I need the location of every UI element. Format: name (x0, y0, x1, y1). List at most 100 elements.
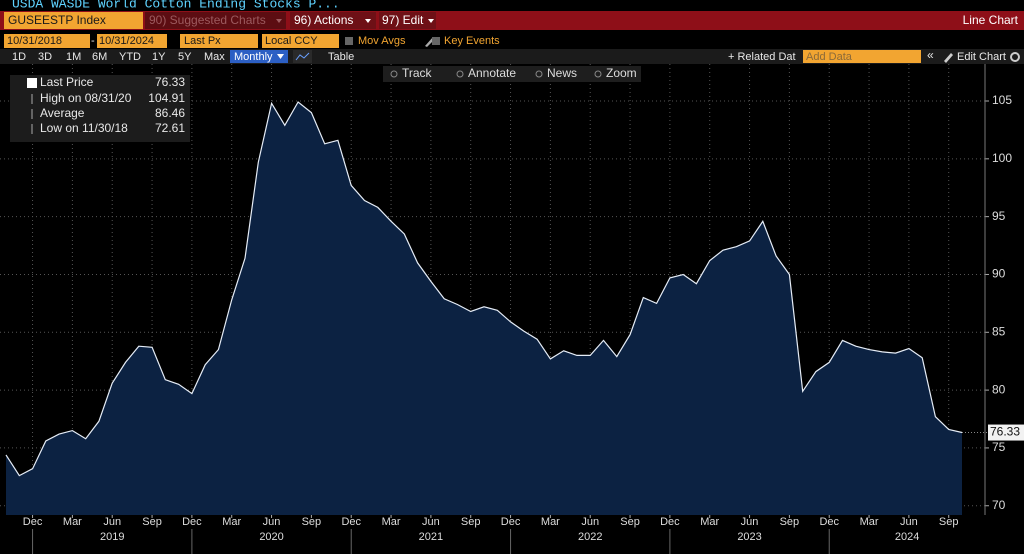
dropdown-arrow (276, 19, 282, 23)
edit-button[interactable] (379, 12, 436, 29)
x-tick-label: Mar (860, 516, 879, 528)
x-tick-label: Dec (501, 516, 521, 528)
tool-icon (390, 70, 398, 78)
year-label: 2022 (578, 531, 602, 543)
frequency: Monthly (234, 51, 273, 63)
period-button[interactable]: 5Y (178, 51, 192, 63)
x-tick-label: Sep (620, 516, 640, 528)
dropdown-arrow (277, 54, 284, 59)
period-button[interactable]: 3D (38, 51, 52, 63)
y-tick-label: 100 (992, 151, 1012, 165)
period-button[interactable]: 6M (92, 51, 107, 63)
y-tick-label: 75 (992, 440, 1006, 454)
start-date-box[interactable] (4, 34, 90, 48)
checkbox[interactable] (345, 37, 353, 45)
add-data-box[interactable] (803, 50, 921, 63)
x-tick-label: Mar (382, 516, 401, 528)
legend: Last Price 76.33 High on 08/31/20 104.91 Ave… (27, 75, 185, 135)
period-buttons: 1D 3D 1M 6M YTD 1Y 5Y Max (12, 51, 225, 63)
legend-label: High on 08/31/20 (40, 91, 132, 105)
period-button[interactable]: Max (204, 51, 225, 63)
year-label: 2020 (259, 531, 283, 543)
x-tick-label: Dec (819, 516, 839, 528)
mov-avgs: Mov Avgs (358, 35, 406, 47)
chart-type: Line Chart (963, 13, 1019, 27)
end-date: 10/31/2024 (99, 35, 154, 47)
x-axis: Dec Mar Jun Sep Dec Mar Jun Sep Dec Mar Jun Sep Dec M… (0, 515, 1024, 554)
x-tick-label: Dec (341, 516, 361, 528)
collapse-icon[interactable]: « (927, 48, 934, 62)
y-tick-label: 95 (992, 209, 1006, 223)
end-date-box[interactable] (97, 34, 167, 48)
x-tick-label: Mar (222, 516, 241, 528)
x-tick-label: Jun (103, 516, 121, 528)
x-tick-label: Sep (142, 516, 162, 528)
period-button[interactable]: 1D (12, 51, 26, 63)
dropdown-arrow (428, 19, 434, 23)
legend-label: Last Price (40, 75, 94, 89)
last-price-label: 76.33 (990, 425, 1020, 439)
table-button[interactable]: Table (328, 51, 354, 63)
line (5, 101, 963, 477)
tool-button[interactable]: Track (402, 66, 433, 80)
settings-icon[interactable] (1010, 52, 1020, 62)
related-data[interactable]: + Related Dat (728, 51, 796, 63)
y-tick-label: 90 (992, 267, 1006, 281)
plot-area: 70 75 80 85 90 95 100 105 76.33 (0, 64, 1024, 515)
x-tick-label: Dec (182, 516, 202, 528)
field-box[interactable] (180, 34, 258, 48)
start-date: 10/31/2018 (7, 35, 62, 47)
tool-icon (535, 70, 543, 78)
pencil-icon (944, 53, 953, 63)
chart-tools (383, 66, 641, 82)
last-price-tag (988, 424, 1024, 441)
y-tick-label: 70 (992, 498, 1006, 512)
currency-box[interactable] (262, 34, 339, 48)
suggested-label: 90) Suggested Charts (149, 13, 266, 27)
checkbox[interactable] (432, 37, 440, 45)
tool-button[interactable]: News (547, 66, 577, 80)
period-button[interactable]: 1Y (152, 51, 166, 63)
period-button[interactable]: YTD (119, 51, 141, 63)
year-label: 2023 (737, 531, 761, 543)
y-tick-label: 80 (992, 382, 1006, 396)
actions-button[interactable] (290, 12, 376, 29)
date-dash: - (91, 35, 95, 47)
suggested-button[interactable] (145, 12, 286, 29)
x-tick-label: Dec (23, 516, 43, 528)
x-tick-label: Jun (900, 516, 918, 528)
x-tick-label: Jun (422, 516, 440, 528)
chart-icon (295, 52, 310, 61)
key-events: Key Events (444, 35, 500, 47)
tool-button[interactable]: Annotate (468, 66, 516, 80)
ticker: GUSEESTP Index (8, 13, 106, 27)
frequency-box[interactable] (230, 50, 288, 63)
x-tick-label: Sep (302, 516, 322, 528)
legend-value: 72.61 (155, 121, 185, 135)
y-tick-label: 105 (992, 93, 1012, 107)
legend-label: Low on 11/30/18 (40, 121, 128, 135)
x-tick-label: Dec (660, 516, 680, 528)
legend-value: 104.91 (148, 91, 185, 105)
year-label: 2024 (895, 531, 919, 543)
tool-icon (594, 70, 602, 78)
legend-value: 86.46 (155, 106, 185, 120)
area (6, 102, 962, 515)
legend-swatch (27, 78, 37, 88)
edit-label: 97) Edit (382, 13, 424, 27)
x-tick-label: Sep (461, 516, 481, 528)
tool-button[interactable]: Zoom (606, 66, 637, 80)
legend-value: 76.33 (155, 75, 185, 89)
x-tick-label: Jun (581, 516, 599, 528)
ticker-box[interactable] (4, 12, 143, 29)
x-tick-label: Jun (263, 516, 281, 528)
edit-chart[interactable]: Edit Chart (957, 51, 1006, 63)
x-tick-label: Mar (63, 516, 82, 528)
x-tick-label: Mar (541, 516, 560, 528)
x-tick-label: Mar (700, 516, 719, 528)
currency: Local CCY (265, 35, 318, 47)
field: Last Px (184, 35, 221, 47)
period-button[interactable]: 1M (66, 51, 81, 63)
x-tick-label: Sep (939, 516, 959, 528)
